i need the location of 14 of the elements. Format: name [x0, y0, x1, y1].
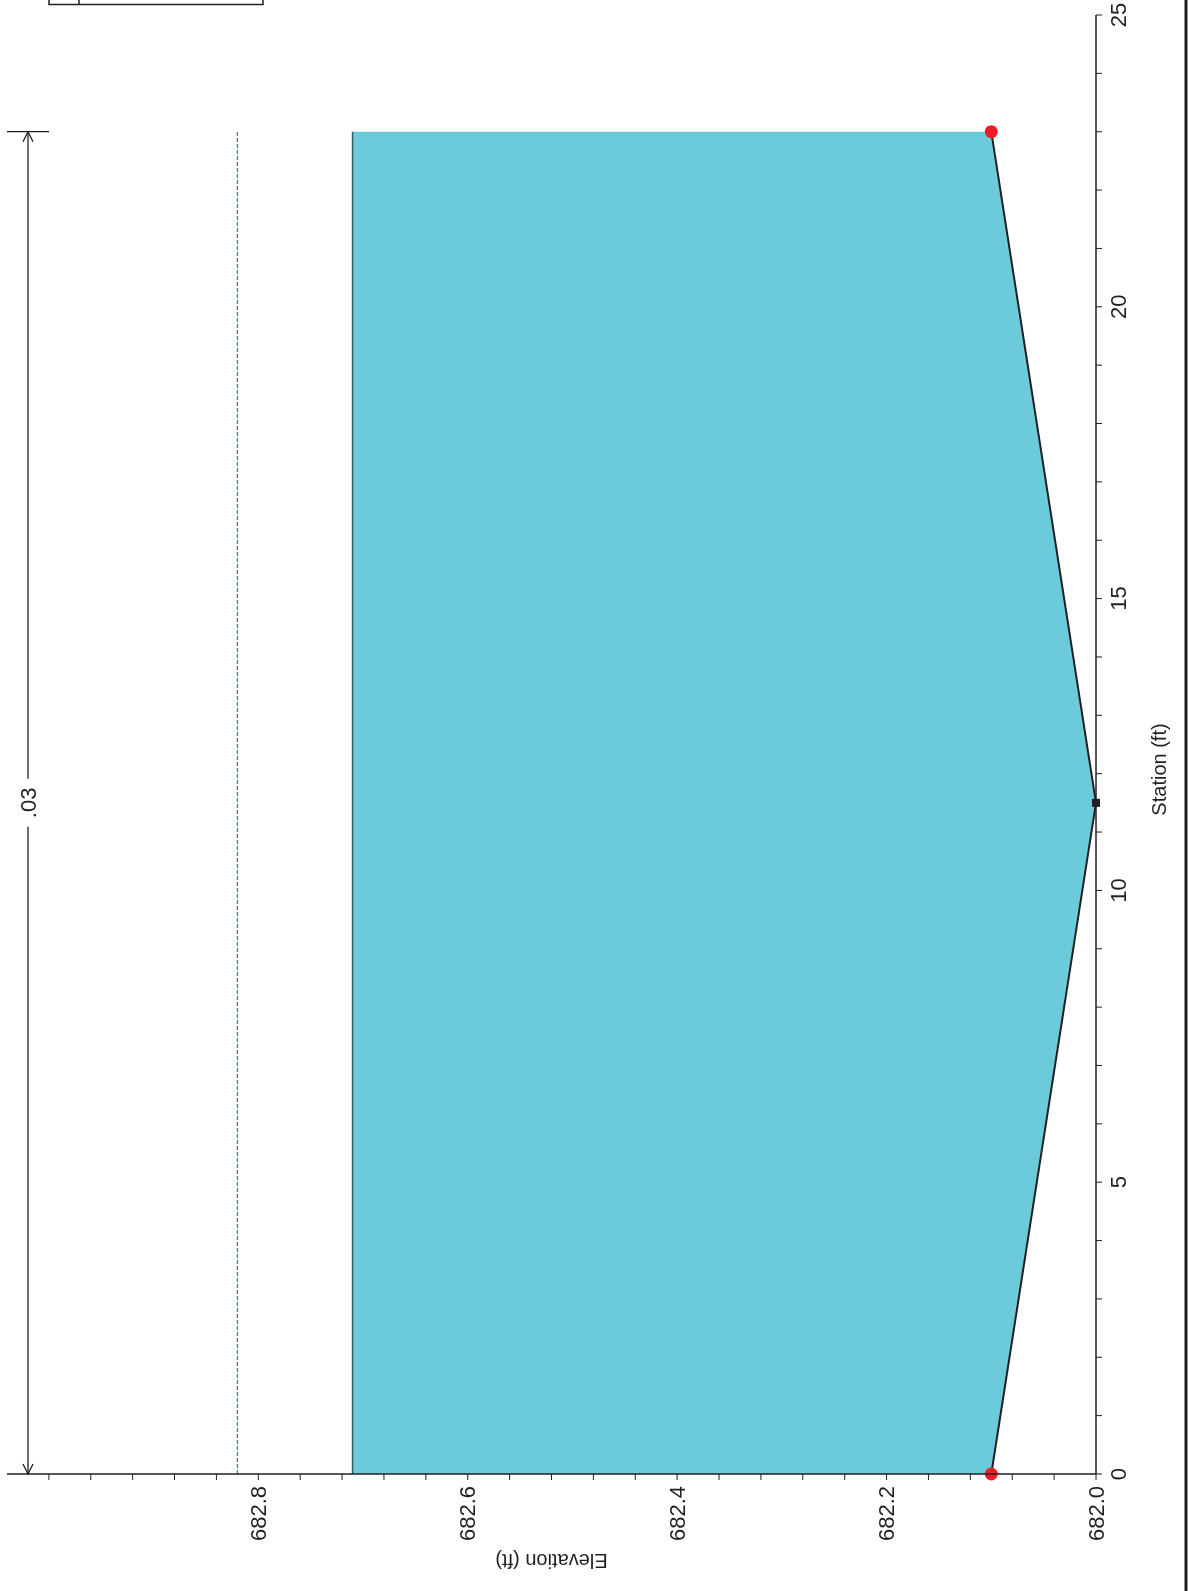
- x-axis-title: Elevation (ft): [495, 1550, 608, 1572]
- x-tick-label: 682.8: [246, 1486, 272, 1542]
- y-tick-label: 0: [1106, 1467, 1131, 1481]
- y-tick-label: 10: [1106, 878, 1131, 903]
- y-tick-label: 5: [1106, 1176, 1131, 1189]
- x-tick-label: 682.4: [664, 1486, 690, 1542]
- y-axis-title: Station (ft): [1148, 723, 1170, 816]
- x-tick-label: 682.2: [874, 1486, 900, 1542]
- x-tick-label: 682.0: [1083, 1486, 1109, 1542]
- y-tick-label: 15: [1106, 586, 1131, 611]
- annotation: .03: [15, 787, 41, 819]
- y-tick-label: 25: [1106, 2, 1131, 28]
- y-tick-label: 20: [1106, 294, 1131, 320]
- x-tick-label: 682.6: [455, 1486, 481, 1542]
